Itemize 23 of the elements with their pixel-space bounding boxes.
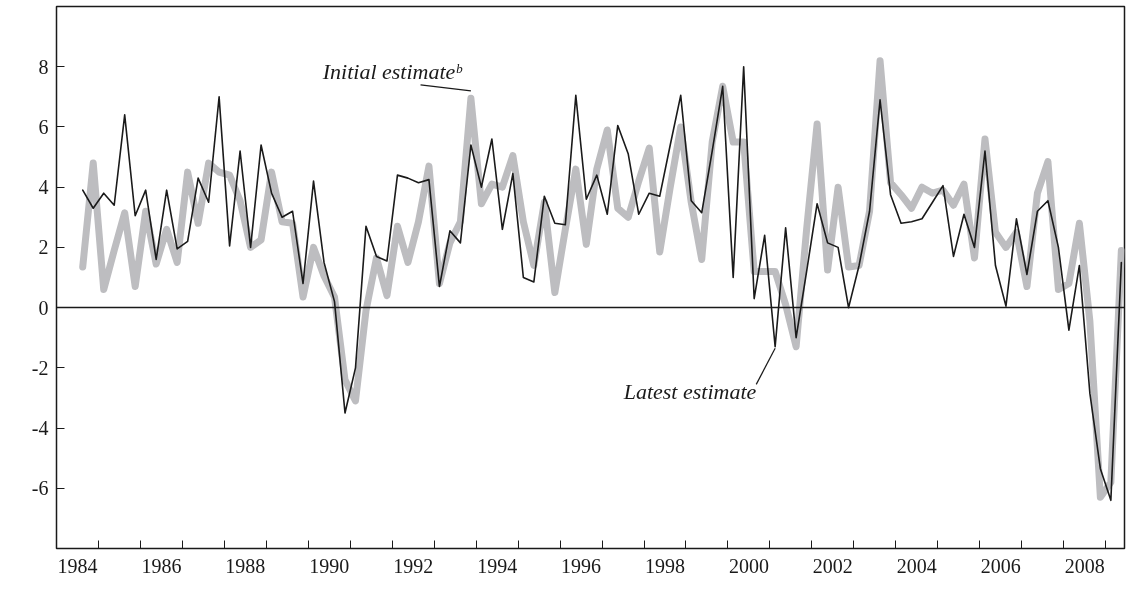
x-tick-label: 1992 <box>393 554 434 577</box>
y-tick-label: 6 <box>38 115 49 138</box>
x-tick-label: 2008 <box>1064 554 1105 577</box>
x-tick-label: 1984 <box>57 554 98 577</box>
x-tick-label: 2000 <box>728 554 769 577</box>
series-label: Initial estimateᵇ <box>321 58 464 84</box>
x-tick-label: 1990 <box>309 554 350 577</box>
x-tick-label: 2002 <box>812 554 853 577</box>
x-tick-label: 2006 <box>980 554 1021 577</box>
legend-label: Latest estimate <box>622 379 757 405</box>
x-tick-label: 1986 <box>141 554 182 577</box>
y-tick-label: 2 <box>38 236 49 259</box>
y-tick-label: -4 <box>31 417 49 440</box>
x-tick-label: 1988 <box>225 554 266 577</box>
y-tick-label: 4 <box>38 176 49 199</box>
x-tick-label: 1996 <box>561 554 602 577</box>
y-tick-label: -6 <box>31 477 49 500</box>
y-tick-label: 8 <box>38 55 49 78</box>
x-tick-label: 1994 <box>477 554 518 577</box>
y-tick-label: -2 <box>31 356 49 379</box>
y-tick-label: 0 <box>38 296 49 319</box>
x-tick-label: 2004 <box>896 554 937 577</box>
x-tick-label: 1998 <box>644 554 685 577</box>
